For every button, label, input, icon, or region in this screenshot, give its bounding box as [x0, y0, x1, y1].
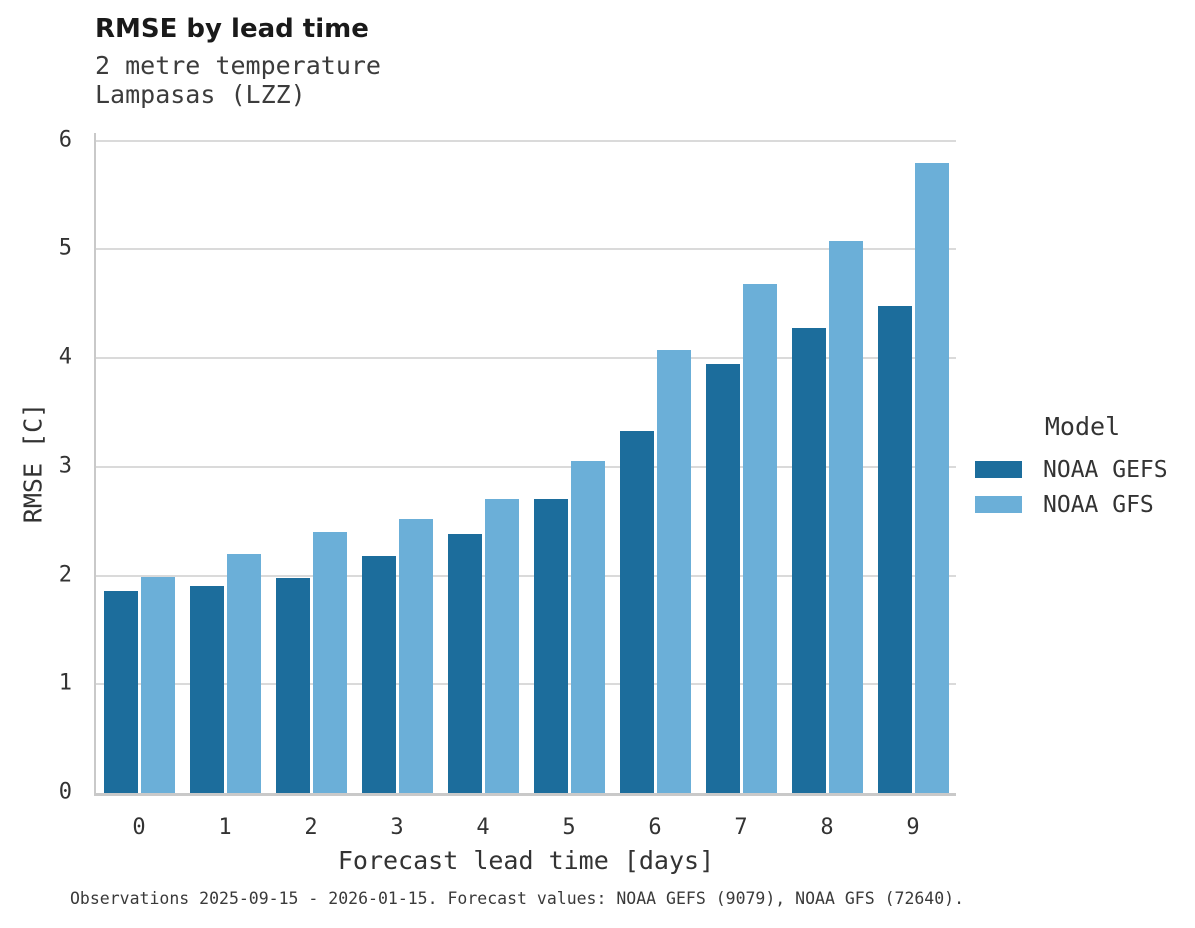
- y-tick-label-6: 6: [58, 127, 72, 153]
- bar-noaa-gefs-lead-4: [447, 534, 482, 793]
- bar-noaa-gfs-lead-9: [914, 163, 949, 793]
- chart-subtitle: 2 metre temperature Lampasas (LZZ): [95, 51, 381, 109]
- y-tick-label-4: 4: [58, 344, 72, 370]
- x-tick-label-0: 0: [132, 815, 146, 840]
- gridline-y-5: [96, 248, 956, 251]
- legend-label: NOAA GFS: [1043, 491, 1154, 518]
- legend-label: NOAA GEFS: [1043, 456, 1168, 483]
- x-tick-label-6: 6: [648, 815, 662, 840]
- bar-noaa-gfs-lead-3: [398, 519, 433, 793]
- legend: Model NOAA GEFS NOAA GFS: [975, 412, 1190, 522]
- x-axis-spine: [93, 793, 956, 796]
- legend-title: Model: [1044, 412, 1121, 441]
- x-tick-label-4: 4: [476, 815, 490, 840]
- legend-row-noaa-gfs: NOAA GFS: [975, 487, 1190, 522]
- y-tick-label-2: 2: [58, 562, 72, 588]
- bar-noaa-gfs-lead-4: [484, 499, 519, 793]
- bar-noaa-gefs-lead-8: [791, 327, 826, 793]
- gridline-y-3: [96, 465, 956, 468]
- bar-noaa-gfs-lead-0: [140, 576, 175, 793]
- y-tick-label-3: 3: [58, 453, 72, 479]
- x-tick-label-1: 1: [218, 815, 232, 840]
- chart-subtitle-line1: 2 metre temperature: [95, 51, 381, 80]
- bar-noaa-gfs-lead-7: [742, 284, 777, 793]
- bar-noaa-gefs-lead-6: [619, 430, 654, 793]
- bar-noaa-gfs-lead-2: [312, 532, 347, 793]
- bar-noaa-gfs-lead-6: [656, 350, 691, 793]
- x-tick-label-7: 7: [734, 815, 748, 840]
- gridline-y-4: [96, 357, 956, 360]
- gridline-y-1: [96, 683, 956, 686]
- bar-noaa-gefs-lead-3: [361, 555, 396, 793]
- y-axis-spine: [93, 133, 96, 796]
- legend-swatch-noaa-gfs: [975, 496, 1022, 513]
- x-tick-label-8: 8: [820, 815, 834, 840]
- x-tick-label-3: 3: [390, 815, 404, 840]
- y-tick-label-1: 1: [58, 670, 72, 696]
- bar-noaa-gefs-lead-5: [533, 499, 568, 793]
- caption: Observations 2025-09-15 - 2026-01-15. Fo…: [70, 889, 965, 908]
- chart-subtitle-line2: Lampasas (LZZ): [95, 80, 306, 109]
- legend-swatch-noaa-gefs: [975, 461, 1022, 478]
- legend-row-noaa-gefs: NOAA GEFS: [975, 452, 1190, 487]
- bar-noaa-gfs-lead-5: [570, 461, 605, 793]
- chart-title: RMSE by lead time: [95, 14, 369, 44]
- bar-noaa-gefs-lead-7: [705, 363, 740, 793]
- y-tick-label-0: 0: [58, 779, 72, 805]
- gridline-y-6: [96, 139, 956, 142]
- y-tick-label-5: 5: [58, 235, 72, 261]
- bar-noaa-gefs-lead-0: [103, 590, 138, 793]
- y-axis-title: RMSE [C]: [18, 402, 48, 524]
- x-axis-title: Forecast lead time [days]: [337, 846, 715, 875]
- bar-noaa-gefs-lead-2: [275, 577, 310, 793]
- bar-noaa-gfs-lead-8: [828, 240, 863, 793]
- x-tick-label-2: 2: [304, 815, 318, 840]
- gridline-y-2: [96, 574, 956, 577]
- bar-noaa-gefs-lead-1: [189, 586, 224, 793]
- plot-area: 0 1 2 3 4 5 6 0 1 2 3 4 5 6 7 8 9: [59, 127, 956, 840]
- x-tick-label-5: 5: [562, 815, 576, 840]
- bar-noaa-gfs-lead-1: [226, 553, 261, 793]
- x-tick-label-9: 9: [906, 815, 920, 840]
- bar-noaa-gefs-lead-9: [877, 305, 912, 793]
